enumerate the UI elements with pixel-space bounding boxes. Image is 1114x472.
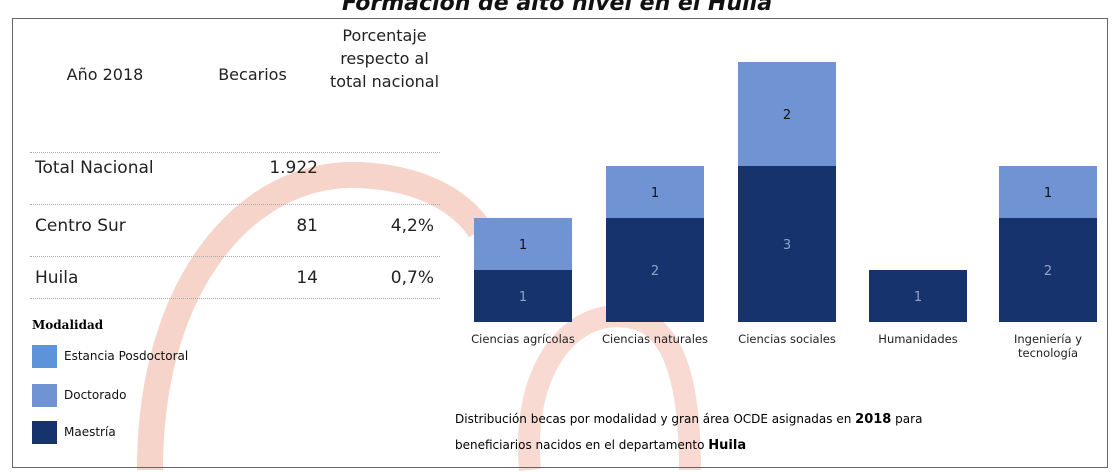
bar-segment (738, 62, 836, 166)
table-cell: Centro Sur (35, 216, 126, 236)
bar-segment (999, 166, 1097, 218)
table-cell: 81 (296, 216, 318, 236)
bar-segment (869, 270, 967, 322)
legend-swatch (32, 421, 57, 444)
title: Formación de alto nivel en el Huila (341, 0, 773, 16)
row-separator (30, 298, 440, 299)
caption-part: Distribución becas por modalidad y gran … (455, 412, 855, 426)
row-separator (30, 152, 440, 153)
row-separator (30, 204, 440, 205)
data-label: 1 (519, 290, 527, 305)
bar-segment (999, 218, 1097, 322)
legend-swatch (32, 345, 57, 368)
x-tick-label: Ingeniería y tecnología (1014, 332, 1082, 360)
caption: Distribución becas por modalidad y gran … (455, 412, 922, 427)
table-cell: 0,7% (390, 268, 434, 288)
caption: beneficiarios nacidos en el departamento… (455, 438, 746, 453)
x-tick-label: Ciencias agrícolas (471, 332, 575, 346)
bar-segment (606, 166, 704, 218)
legend-label: Maestría (64, 425, 116, 439)
bar-segment (738, 166, 836, 322)
caption-part: Huila (708, 438, 746, 453)
bar-segment (606, 218, 704, 322)
data-label: 2 (651, 264, 659, 279)
panel (12, 18, 1108, 468)
table-header: Porcentaje respecto al total nacional (329, 26, 440, 91)
legend-label: Estancia Posdoctoral (64, 349, 189, 363)
legend-title: Modalidad (32, 318, 104, 332)
bar-segment (474, 218, 572, 270)
table-cell: 14 (296, 268, 318, 288)
bar-segment (474, 270, 572, 322)
data-label: 2 (1044, 264, 1052, 279)
caption-part: 2018 (855, 412, 891, 427)
caption-part: para (891, 412, 922, 426)
x-tick-label: Ciencias sociales (738, 332, 836, 346)
table-header: Año 2018 (66, 65, 144, 84)
data-label: 1 (1044, 186, 1052, 201)
table-cell: Total Nacional (35, 158, 154, 178)
x-tick-label: Ciencias naturales (602, 332, 708, 346)
data-label: 3 (783, 238, 791, 253)
legend-label: Doctorado (64, 388, 127, 402)
data-label: 1 (914, 290, 922, 305)
data-label: 1 (651, 186, 659, 201)
data-label: 1 (519, 238, 527, 253)
caption-part: beneficiarios nacidos en el departamento (455, 438, 708, 452)
table-cell: Huila (35, 268, 79, 288)
table-cell: 4,2% (390, 216, 434, 236)
data-label: 2 (783, 108, 791, 123)
legend-swatch (32, 384, 57, 407)
row-separator (30, 256, 440, 257)
x-tick-label: Humanidades (878, 332, 957, 346)
table-header: Becarios (218, 65, 287, 84)
table-cell: 1.922 (269, 158, 318, 178)
